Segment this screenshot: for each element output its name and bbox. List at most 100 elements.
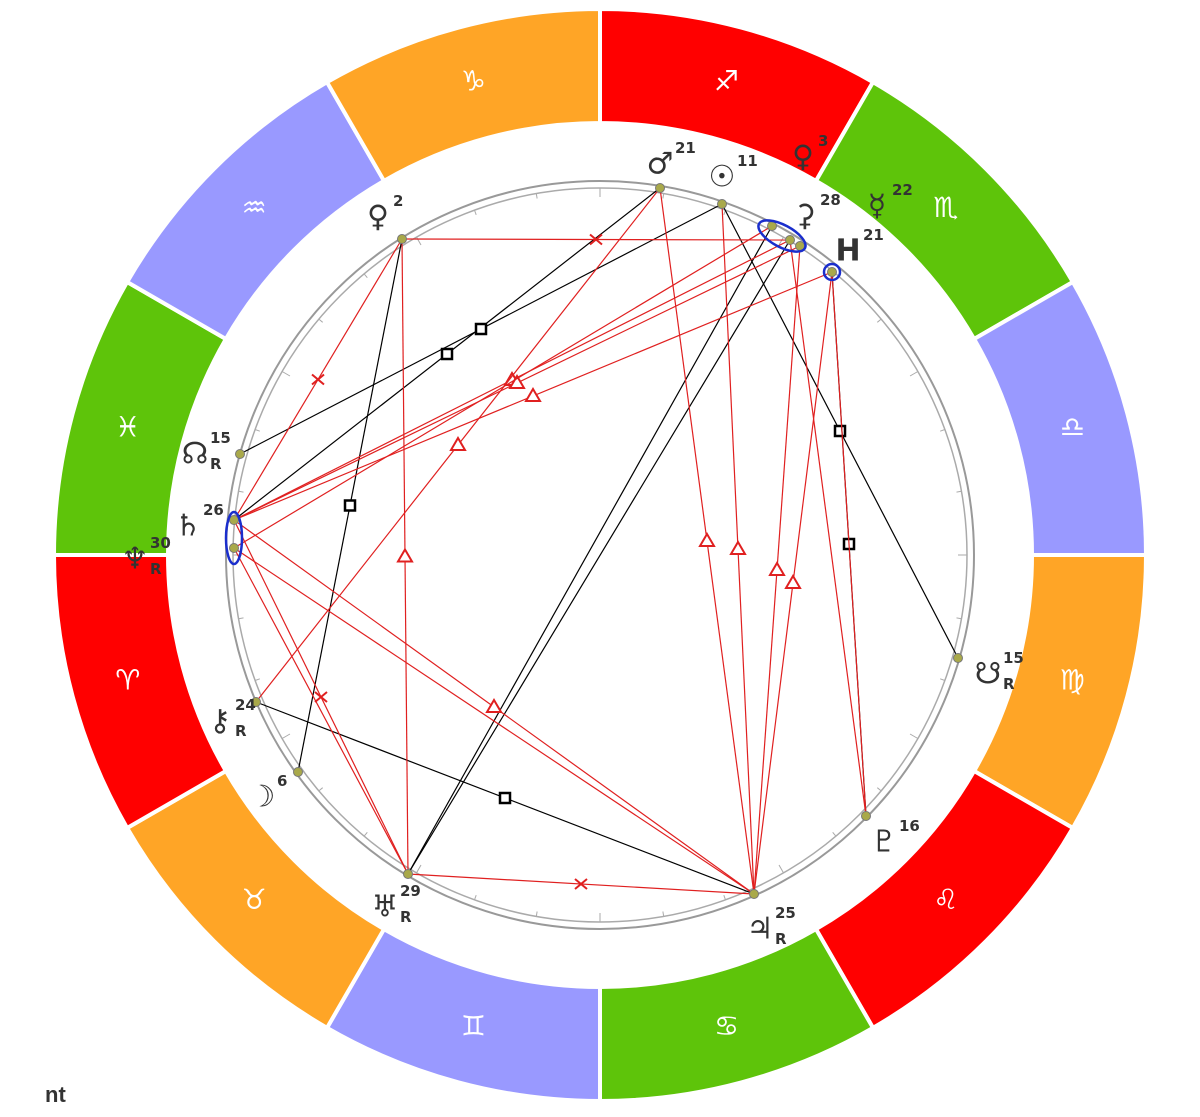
planet-point: [229, 515, 239, 525]
planet-glyph: ☽: [249, 780, 276, 815]
planet-glyph: ♂: [647, 147, 674, 182]
sign-glyph: ♌: [933, 883, 958, 916]
zodiac-ring: ♐ ♏ ♎ ♍ ♌ ♋ ♊ ♉ ♈ ♓ ♒ ♑: [51, 6, 1149, 1104]
square-marker: [474, 322, 488, 336]
retrograde-mark: R: [1003, 675, 1015, 693]
tick: [939, 678, 946, 681]
planet-degree: 6: [277, 772, 287, 790]
sign-glyph: ♏: [933, 191, 958, 224]
trine-marker: [768, 561, 786, 576]
tick: [876, 318, 882, 323]
chart-circle: [225, 180, 975, 930]
sign-segment: [324, 6, 602, 184]
tick: [662, 911, 665, 917]
footer-text: nt: [45, 1082, 66, 1107]
conjunction-ring: [757, 219, 807, 253]
sign-glyph: ♊: [461, 1009, 486, 1042]
retrograde-mark: R: [235, 722, 247, 740]
planet-point: [655, 183, 665, 193]
planet-glyph: ♄: [175, 509, 202, 544]
tick: [363, 273, 368, 279]
planet-degree: 11: [737, 152, 758, 170]
planets: ♂ 21☉ 11 ♀ 3⚳ 28 ☿ 22H 21☋ 15R♇ 16♃ 25R♅ 29R☽ 6⚷ 24R♆ 3…: [122, 132, 1024, 948]
aspect-line: [789, 239, 867, 817]
planet-glyph: ☿: [868, 189, 886, 224]
planet-point: [403, 869, 413, 879]
trine-marker: [729, 540, 747, 555]
square-marker: [498, 791, 512, 805]
planet-glyph: ☊: [182, 437, 209, 472]
trine-marker: [396, 547, 414, 563]
planet-point: [827, 267, 837, 277]
aspect-line: [407, 239, 791, 875]
planet-glyph: ☉: [709, 160, 736, 195]
planet-glyph: ♃: [747, 912, 774, 947]
tick: [939, 429, 946, 432]
retrograde-mark: R: [775, 930, 787, 948]
aspect-line: [831, 271, 867, 817]
tick: [778, 236, 784, 246]
planet-degree: 29: [400, 882, 421, 900]
retrograde-mark: R: [210, 455, 222, 473]
sextile-marker: [311, 373, 325, 386]
planet-degree: 30: [150, 534, 171, 552]
planet-degree: 21: [863, 226, 884, 244]
degree-ticks: [233, 188, 967, 922]
sign-glyph: ♍: [1060, 664, 1085, 697]
tick: [254, 429, 261, 432]
planet-degree: 21: [675, 139, 696, 157]
tick: [416, 236, 422, 246]
planet-point: [749, 889, 759, 899]
square-marker: [343, 499, 357, 512]
sign-glyph: ♋: [714, 1009, 739, 1042]
sign-glyph: ♓: [115, 410, 140, 443]
planet-glyph: ☋: [975, 657, 1002, 692]
planet-point: [235, 449, 245, 459]
trine-marker: [524, 387, 542, 402]
sextile-marker: [574, 878, 588, 890]
planet-glyph: ⚷: [209, 704, 231, 739]
tick: [535, 193, 538, 199]
square-marker: [440, 347, 454, 361]
planet-degree: 26: [203, 501, 224, 519]
planet-glyph: H: [835, 234, 860, 269]
planet-degree: 2: [393, 192, 403, 210]
sign-glyph: ♒: [242, 191, 267, 224]
planet-glyph: ♀: [367, 200, 389, 235]
planet-degree: 16: [899, 817, 920, 835]
planet-point: [861, 811, 871, 821]
planet-point: [397, 234, 407, 244]
retrograde-mark: R: [400, 908, 412, 926]
planet-point: [717, 199, 727, 209]
sign-glyph: ♑: [461, 65, 486, 98]
tick: [363, 831, 368, 837]
planet-point: [953, 653, 963, 663]
trine-marker: [449, 436, 467, 451]
aspect-lines: [233, 187, 959, 895]
planet-glyph: ⚳: [794, 199, 816, 234]
tick: [956, 490, 962, 493]
trine-marker: [485, 698, 503, 713]
conjunction-ring: [822, 262, 842, 282]
tick: [238, 617, 244, 620]
tick: [318, 318, 324, 323]
tick: [416, 864, 422, 874]
planet-glyph: ♅: [372, 890, 399, 925]
retrograde-mark: R: [150, 560, 162, 578]
aspect-line: [407, 225, 773, 875]
tick: [238, 490, 244, 493]
tick: [909, 371, 919, 377]
planet-degree: 3: [818, 132, 828, 150]
tick: [778, 864, 784, 874]
aspect-line: [233, 547, 755, 895]
planet-point: [767, 221, 777, 231]
planet-point: [785, 235, 795, 245]
tick: [535, 911, 538, 917]
tick: [956, 617, 962, 620]
sign-glyph: ♐: [714, 65, 739, 98]
tick: [474, 894, 477, 901]
sextile-marker: [314, 691, 328, 703]
planet-degree: 28: [820, 191, 841, 209]
sextile-marker: [589, 233, 603, 246]
planet-point: [229, 543, 239, 553]
